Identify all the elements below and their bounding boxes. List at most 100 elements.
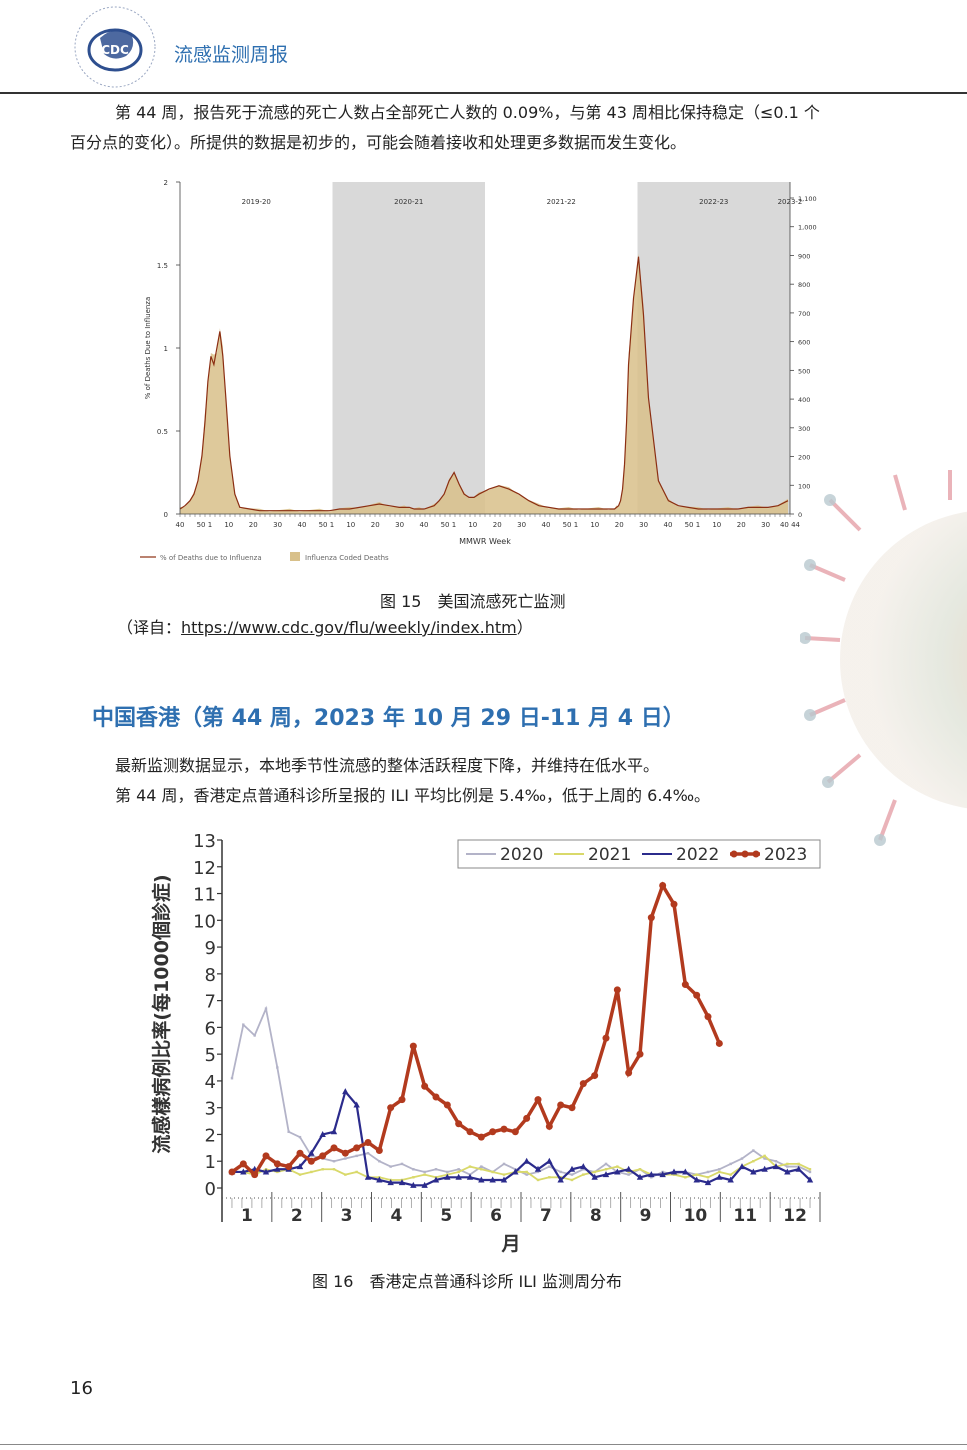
footer-divider (0, 1444, 967, 1445)
x-tick-label: 30 (517, 521, 526, 529)
data-point-2020 (457, 1168, 460, 1171)
data-point-2022 (580, 1163, 587, 1170)
data-point-2023 (545, 1122, 553, 1130)
data-point-2022 (738, 1163, 746, 1170)
y2-tick-label: 400 (798, 396, 810, 404)
y-tick-label: 13 (193, 831, 216, 852)
data-point-2022 (602, 1171, 610, 1178)
data-point-2022 (727, 1176, 734, 1183)
data-point-2022 (444, 1173, 451, 1180)
y2-tick-label: 100 (798, 482, 810, 490)
y-tick-label: 8 (205, 965, 216, 986)
y-tick-label: 1 (164, 345, 168, 353)
data-point-2022 (546, 1157, 553, 1164)
y2-tick-label: 500 (798, 367, 810, 375)
x-tick-label: 20 (493, 521, 502, 529)
data-point-2023 (466, 1128, 474, 1136)
y2-tick-label: 300 (798, 425, 810, 433)
x-tick-label: 50 1 (197, 521, 213, 529)
data-point-2023 (421, 1082, 429, 1090)
data-point-2020 (355, 1154, 358, 1158)
source-link[interactable]: https://www.cdc.gov/flu/weekly/index.htm (181, 618, 517, 637)
data-point-2023 (228, 1168, 236, 1176)
data-point-2022 (308, 1149, 315, 1156)
data-point-2020 (230, 1077, 234, 1080)
data-point-2022 (240, 1168, 247, 1175)
season-band-shaded (332, 182, 485, 514)
data-point-2021 (548, 1176, 551, 1179)
month-label: 8 (590, 1206, 602, 1226)
y-tick-label: 3 (205, 1099, 216, 1120)
data-point-2021 (457, 1170, 460, 1174)
data-point-2022 (636, 1173, 644, 1180)
y-tick-label: 7 (205, 992, 216, 1013)
data-point-2021 (706, 1176, 710, 1179)
x-tick-label: 10 (346, 521, 355, 529)
data-point-2023 (409, 1042, 417, 1050)
x-tick-label: 40 (542, 521, 551, 529)
data-point-2020 (525, 1173, 528, 1176)
data-point-2020 (570, 1173, 574, 1176)
page-header: CDC 流感监测周报 (0, 0, 967, 94)
data-point-2023 (693, 991, 701, 999)
legend-label-2023: 2023 (764, 845, 807, 865)
x-tick-label: 10 (224, 521, 233, 529)
data-point-2022 (387, 1179, 394, 1186)
data-point-2021 (582, 1173, 585, 1176)
y-axis-label: % of Deaths Due to Influenza (144, 297, 152, 400)
data-point-2023 (602, 1034, 610, 1042)
y2-tick-label: 900 (798, 252, 810, 260)
data-point-2023 (613, 986, 621, 994)
data-point-2023 (432, 1093, 440, 1101)
data-point-2021 (808, 1168, 812, 1171)
paragraph-1-line-1: 第 44 周，报告死于流感的死亡人数占全部死亡人数的 0.09%，与第 43 周… (115, 103, 820, 122)
data-point-2022 (761, 1165, 768, 1172)
data-point-2020 (378, 1160, 381, 1163)
season-label: 2022-23 (699, 198, 728, 206)
influenza-coded-deaths-area (180, 253, 789, 514)
y-tick-label: 11 (193, 885, 216, 906)
data-point-2020 (548, 1165, 551, 1168)
x-tick-label: 20 (737, 521, 746, 529)
legend-area-swatch (290, 552, 300, 561)
x-tick-label: 50 1 (441, 521, 457, 529)
data-point-2020 (650, 1176, 653, 1179)
y2-tick-label: 200 (798, 454, 810, 462)
data-point-2023 (364, 1138, 372, 1146)
data-point-2021 (332, 1168, 336, 1171)
data-point-2022 (274, 1165, 281, 1172)
data-point-2020 (389, 1165, 392, 1168)
x-tick-label: 40 (298, 521, 307, 529)
x-tick-label: 10 (712, 521, 721, 529)
data-point-2023 (625, 1069, 633, 1077)
data-point-2022 (421, 1181, 428, 1188)
data-point-2022 (648, 1171, 655, 1178)
paragraph-1-line-2: 百分点的变化）。所提供的数据是初步的，可能会随着接收和处理更多数据而发生变化。 (70, 133, 687, 152)
data-point-2021 (672, 1173, 676, 1176)
chart-series (228, 881, 814, 1188)
legend-label-2020: 2020 (500, 845, 543, 865)
legend-label-2021: 2021 (588, 845, 631, 865)
month-label: 10 (684, 1206, 708, 1226)
month-label: 3 (341, 1206, 353, 1226)
data-point-2022 (557, 1176, 564, 1183)
data-point-2021 (752, 1160, 755, 1163)
data-point-2020 (740, 1157, 744, 1160)
data-point-2020 (242, 1023, 245, 1026)
data-point-2021 (321, 1168, 324, 1171)
data-point-2023 (704, 1013, 712, 1021)
data-point-2023 (500, 1125, 508, 1133)
deaths-area (180, 253, 789, 514)
season-label: 2021-22 (547, 198, 576, 206)
legend-label-2022: 2022 (676, 845, 719, 865)
data-point-2022 (716, 1173, 723, 1180)
data-point-2021 (729, 1173, 732, 1176)
x-axis-label: MMWR Week (459, 537, 511, 546)
data-point-2023 (489, 1128, 497, 1136)
data-point-2021 (627, 1170, 630, 1174)
data-point-2020 (480, 1165, 483, 1168)
data-point-2023 (387, 1104, 395, 1112)
y-axis-label: 流感樣病例比率(每1000個診症) (150, 874, 173, 1153)
data-point-2020 (718, 1168, 721, 1171)
x-tick-label: 30 (761, 521, 770, 529)
